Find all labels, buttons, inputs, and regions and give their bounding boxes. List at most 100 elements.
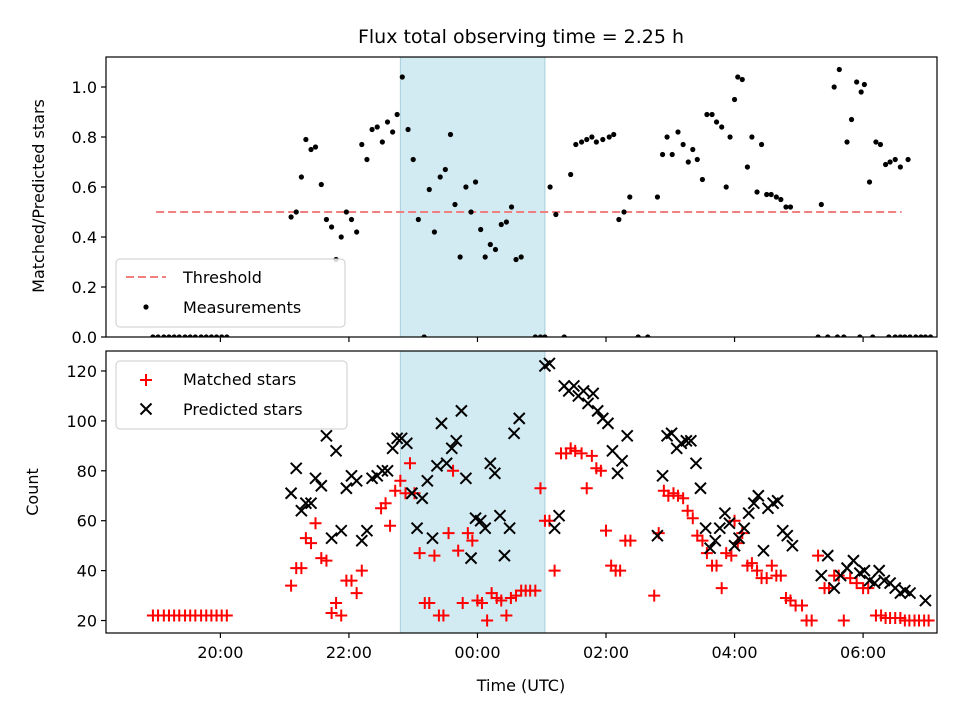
measurement-point	[369, 126, 375, 133]
measurement-point	[664, 134, 670, 140]
measurement-point	[675, 129, 681, 135]
matched-point	[355, 564, 368, 577]
measurement-point	[831, 84, 837, 90]
measurement-point	[659, 151, 666, 158]
matched-point	[384, 519, 397, 532]
predicted-point	[548, 521, 561, 535]
predicted-point	[919, 594, 932, 607]
matched-point	[309, 517, 322, 530]
measurement-point	[836, 66, 842, 73]
predicted-point	[309, 472, 322, 485]
matched-point	[832, 569, 845, 582]
matched-point	[379, 497, 392, 510]
matched-point	[325, 607, 338, 620]
matched-point	[812, 549, 825, 562]
measurement-point	[303, 136, 309, 143]
predicted-point	[350, 474, 363, 487]
measurement-point	[379, 139, 385, 145]
predicted-point	[732, 531, 746, 545]
predicted-point	[410, 521, 424, 535]
predicted-point	[786, 539, 799, 552]
measurement-point	[561, 334, 567, 337]
matched-point	[600, 524, 613, 537]
measurement-point	[773, 194, 779, 200]
matched-point	[850, 577, 863, 590]
measurement-point	[882, 161, 889, 168]
measurement-point	[553, 211, 559, 218]
measurement-point	[224, 334, 230, 337]
predicted-point	[513, 412, 526, 425]
x-tick-label: 04:00	[711, 643, 757, 662]
predicted-point	[376, 464, 389, 477]
predicted-point	[493, 509, 507, 522]
measurement-point	[437, 174, 443, 180]
bottom-y-tick-label: 60	[77, 512, 97, 531]
measurement-point	[645, 334, 651, 337]
measurement-point	[892, 334, 898, 337]
matched-point	[500, 609, 513, 622]
legend-measurements-swatch	[143, 304, 149, 310]
predicted-point	[680, 434, 693, 448]
predicted-point	[723, 516, 736, 530]
measurement-point	[298, 174, 304, 180]
matched-point	[580, 482, 593, 495]
predicted-point	[320, 429, 333, 443]
legend-box	[115, 258, 346, 328]
measurement-point	[323, 216, 330, 223]
measurement-point	[913, 334, 919, 337]
predicted-point	[360, 524, 374, 537]
predicted-point	[611, 467, 624, 480]
measurement-point	[858, 89, 864, 95]
matched-point	[285, 579, 298, 592]
matched-point	[461, 527, 474, 540]
measurement-point	[472, 179, 479, 185]
matched-point	[671, 489, 684, 502]
measurement-point	[498, 221, 504, 228]
legend-predicted-swatch	[139, 402, 153, 416]
measurement-point	[338, 234, 344, 240]
measurement-point	[374, 124, 380, 130]
predicted-point	[415, 492, 429, 505]
measurement-point	[482, 254, 488, 260]
measurement-point	[680, 141, 686, 148]
matched-point	[495, 594, 508, 607]
measurement-point	[447, 131, 454, 138]
x-axis-label: Time (UTC)	[476, 676, 565, 695]
matched-point	[335, 609, 348, 622]
bottom-y-axis-label: Count	[23, 468, 42, 516]
predicted-point	[903, 586, 917, 600]
bottom-y-tick-label: 80	[77, 462, 97, 481]
matched-point	[350, 587, 363, 600]
measurement-point	[927, 334, 934, 337]
matched-point	[345, 574, 358, 587]
measurement-point	[897, 164, 903, 170]
predicted-point	[284, 487, 298, 500]
measurement-point	[713, 119, 720, 125]
predicted-point	[445, 442, 458, 455]
predicted-point	[747, 497, 761, 510]
matched-point	[594, 464, 607, 477]
measurement-point	[150, 334, 156, 337]
matched-point	[575, 447, 588, 460]
measurement-point	[182, 334, 188, 337]
series-predicted-stars	[284, 357, 932, 607]
x-tick-label: 20:00	[197, 643, 243, 662]
predicted-point	[464, 551, 478, 565]
top-y-tick-label: 0.0	[72, 328, 97, 347]
matched-point	[805, 614, 818, 627]
top-y-tick-label: 0.2	[72, 278, 97, 297]
measurement-point	[426, 186, 432, 193]
measurement-point	[328, 224, 335, 230]
matched-point	[922, 614, 935, 627]
bottom-y-tick-label: 40	[77, 562, 97, 581]
measurement-point	[854, 79, 860, 85]
measurement-point	[768, 191, 774, 198]
predicted-point	[386, 442, 399, 455]
predicted-point	[507, 427, 521, 440]
measurement-point	[171, 334, 177, 337]
top-y-tick-label: 0.6	[72, 178, 97, 197]
predicted-point	[421, 474, 434, 487]
measurement-point	[394, 111, 400, 118]
predicted-point	[455, 404, 468, 418]
measurement-point	[764, 191, 770, 198]
